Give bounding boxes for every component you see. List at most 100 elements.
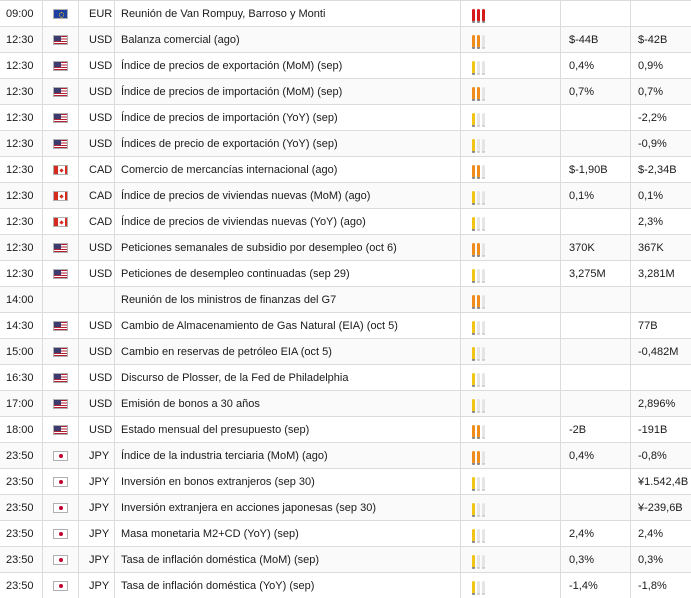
event-name[interactable]: Índice de precios de importación (MoM) (… — [114, 79, 460, 104]
flag-cell — [42, 547, 77, 572]
importance-cell — [460, 443, 560, 468]
event-name[interactable]: Discurso de Plosser, de la Fed de Philad… — [114, 365, 460, 390]
flag-cell — [42, 79, 77, 104]
importance-bulb-icon — [477, 60, 480, 75]
calendar-row[interactable]: 15:00 USD Cambio en reservas de petróleo E… — [0, 339, 691, 365]
calendar-row[interactable]: 12:30 USD Índice de precios de importación… — [0, 79, 691, 105]
flag-cell — [42, 469, 77, 494]
event-name[interactable]: Índice de precios de importación (YoY) (… — [114, 105, 460, 130]
us-flag-icon — [52, 268, 68, 279]
us-flag-icon — [52, 372, 68, 383]
importance-cell — [460, 27, 560, 52]
event-name[interactable]: Tasa de inflación doméstica (YoY) (sep) — [114, 573, 460, 598]
importance-bulb-icon — [482, 216, 485, 231]
event-name[interactable]: Masa monetaria M2+CD (YoY) (sep) — [114, 521, 460, 546]
calendar-row[interactable]: 12:30 USD Índice de precios de importación… — [0, 105, 691, 131]
importance-cell — [460, 339, 560, 364]
calendar-row[interactable]: 12:30 USD Índice de precios de exportación… — [0, 53, 691, 79]
importance-bulb-icon — [482, 346, 485, 361]
importance-bulb-icon — [477, 528, 480, 543]
importance-bulb-icon — [472, 320, 475, 335]
eu-flag-icon — [52, 8, 68, 19]
importance-bulbs-icon — [472, 59, 485, 75]
importance-bulbs-icon — [472, 293, 485, 309]
event-name[interactable]: Comercio de mercancías internacional (ag… — [114, 157, 460, 182]
us-flag-icon — [52, 138, 68, 149]
japan-flag-icon — [52, 580, 68, 591]
calendar-row[interactable]: 23:50 JPY Índice de la industria terciaria… — [0, 443, 691, 469]
event-name[interactable]: Reunión de los ministros de finanzas del… — [114, 287, 460, 312]
importance-bulbs-icon — [472, 345, 485, 361]
calendar-row[interactable]: 12:30 CAD Comercio de mercancías internaci… — [0, 157, 691, 183]
calendar-row[interactable]: 14:00 Reunión de los ministros de finanza… — [0, 287, 691, 313]
flag-cell — [42, 183, 77, 208]
event-name[interactable]: Índice de precios de viviendas nuevas (M… — [114, 183, 460, 208]
calendar-row[interactable]: 16:30 USD Discurso de Plosser, de la Fed d… — [0, 365, 691, 391]
event-name[interactable]: Peticiones de desempleo continuadas (sep… — [114, 261, 460, 286]
calendar-row[interactable]: 12:30 USD Balanza comercial (ago) $-44B $-42… — [0, 27, 691, 53]
event-name[interactable]: Peticiones semanales de subsidio por des… — [114, 235, 460, 260]
event-name[interactable]: Cambio de Almacenamiento de Gas Natural … — [114, 313, 460, 338]
event-name[interactable]: Índice de precios de viviendas nuevas (Y… — [114, 209, 460, 234]
importance-bulb-icon — [482, 60, 485, 75]
us-flag-icon — [52, 86, 68, 97]
calendar-row[interactable]: 12:30 USD Peticiones de desempleo continua… — [0, 261, 691, 287]
importance-bulb-icon — [477, 216, 480, 231]
event-time: 12:30 — [6, 215, 34, 228]
calendar-row[interactable]: 14:30 USD Cambio de Almacenamiento de Gas … — [0, 313, 691, 339]
importance-bulbs-icon — [472, 267, 485, 283]
calendar-row[interactable]: 12:30 USD Peticiones semanales de subsidio… — [0, 235, 691, 261]
calendar-row[interactable]: 17:00 USD Emisión de bonos a 30 años 2,896% — [0, 391, 691, 417]
importance-bulb-icon — [472, 476, 475, 491]
calendar-row[interactable]: 18:00 USD Estado mensual del presupuesto (… — [0, 417, 691, 443]
calendar-row[interactable]: 12:30 CAD Índice de precios de viviendas n… — [0, 183, 691, 209]
importance-bulbs-icon — [472, 371, 485, 387]
calendar-row[interactable]: 23:50 JPY Masa monetaria M2+CD (YoY) (sep)… — [0, 521, 691, 547]
event-name[interactable]: Índice de precios de exportación (MoM) (… — [114, 53, 460, 78]
importance-bulbs-icon — [472, 423, 485, 439]
importance-bulb-icon — [477, 242, 480, 257]
importance-cell — [460, 521, 560, 546]
actual-value — [560, 1, 630, 26]
importance-bulb-icon — [482, 320, 485, 335]
event-name[interactable]: Índice de la industria terciaria (MoM) (… — [114, 443, 460, 468]
actual-value — [560, 469, 630, 494]
actual-value — [560, 287, 630, 312]
event-name[interactable]: Estado mensual del presupuesto (sep) — [114, 417, 460, 442]
calendar-row[interactable]: 12:30 USD Índices de precio de exportación… — [0, 131, 691, 157]
forecast-value: ¥-239,6B — [630, 495, 691, 520]
calendar-row[interactable]: 12:30 CAD Índice de precios de viviendas n… — [0, 209, 691, 235]
event-name[interactable]: Inversión en bonos extranjeros (sep 30) — [114, 469, 460, 494]
importance-bulb-icon — [477, 476, 480, 491]
calendar-row[interactable]: 23:50 JPY Inversión extranjera en acciones… — [0, 495, 691, 521]
calendar-row[interactable]: 23:50 JPY Tasa de inflación doméstica (YoY… — [0, 573, 691, 598]
calendar-row[interactable]: 09:00 EUR Reunión de Van Rompuy, Barroso y… — [0, 1, 691, 27]
flag-cell — [42, 313, 77, 338]
event-currency: CAD — [78, 183, 114, 208]
event-name[interactable]: Inversión extranjera en acciones japones… — [114, 495, 460, 520]
event-name[interactable]: Balanza comercial (ago) — [114, 27, 460, 52]
us-flag-icon — [52, 424, 68, 435]
importance-cell — [460, 235, 560, 260]
event-name[interactable]: Reunión de Van Rompuy, Barroso y Monti — [114, 1, 460, 26]
importance-bulb-icon — [482, 554, 485, 569]
importance-bulbs-icon — [472, 111, 485, 127]
importance-bulb-icon — [472, 294, 475, 309]
importance-bulb-icon — [482, 580, 485, 595]
calendar-row[interactable]: 23:50 JPY Tasa de inflación doméstica (MoM… — [0, 547, 691, 573]
event-currency: USD — [78, 261, 114, 286]
japan-flag-icon — [52, 528, 68, 539]
event-name[interactable]: Emisión de bonos a 30 años — [114, 391, 460, 416]
importance-bulbs-icon — [472, 241, 485, 257]
us-flag-icon — [52, 398, 68, 409]
event-name[interactable]: Tasa de inflación doméstica (MoM) (sep) — [114, 547, 460, 572]
importance-bulb-icon — [482, 112, 485, 127]
event-name[interactable]: Cambio en reservas de petróleo EIA (oct … — [114, 339, 460, 364]
event-name[interactable]: Índices de precio de exportación (YoY) (… — [114, 131, 460, 156]
calendar-row[interactable]: 23:50 JPY Inversión en bonos extranjeros (… — [0, 469, 691, 495]
actual-value: 2,4% — [560, 521, 630, 546]
event-time: 23:50 — [6, 579, 34, 592]
actual-value: -2B — [560, 417, 630, 442]
event-time: 12:30 — [6, 241, 34, 254]
event-currency: JPY — [78, 469, 114, 494]
